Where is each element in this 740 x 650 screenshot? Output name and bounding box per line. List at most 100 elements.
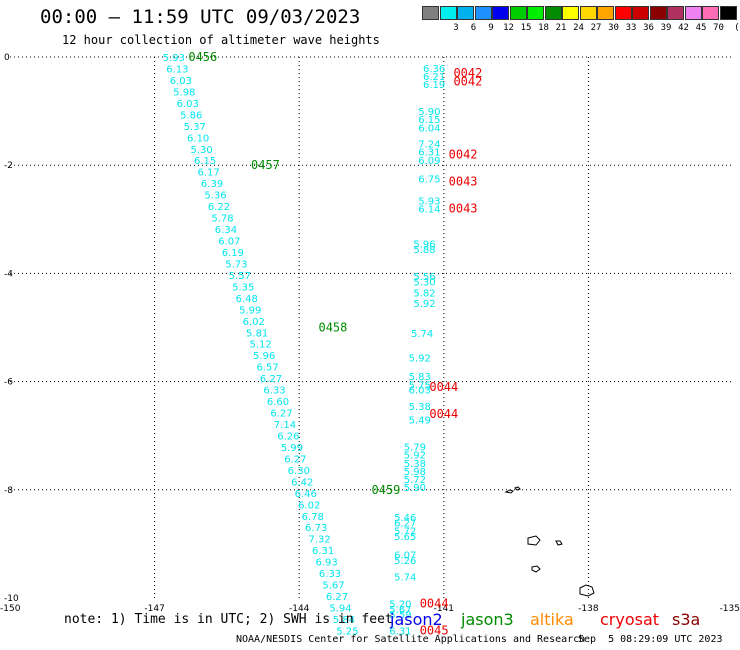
swh-value: 6.19 xyxy=(222,248,244,259)
swh-value: 5.67 xyxy=(389,605,411,616)
legend-swatch xyxy=(667,6,684,20)
time-label: 0044 xyxy=(420,596,449,610)
swh-value: 5.74 xyxy=(394,572,416,583)
swh-value: 6.04 xyxy=(418,123,440,134)
swh-value: 5.30 xyxy=(191,145,213,156)
swh-value: 5.38 xyxy=(404,459,426,470)
swh-value: 6.26 xyxy=(277,431,299,442)
swh-value: 6.46 xyxy=(295,489,317,500)
page-subtitle: 12 hour collection of altimeter wave hei… xyxy=(62,33,380,47)
legend-label: 24 xyxy=(573,23,584,33)
swh-value: 6.93 xyxy=(315,558,337,569)
swh-value: 5.56 xyxy=(413,272,435,283)
time-label: 0456 xyxy=(188,50,217,64)
mission-cryosat: cryosat xyxy=(600,610,660,629)
swh-value: 5.73 xyxy=(225,259,247,270)
mission-jason2: jason2 xyxy=(390,610,443,629)
legend-label: 12 xyxy=(503,23,514,33)
swh-value: 7.14 xyxy=(274,420,296,431)
page-title: 00:00 – 11:59 UTC 09/03/2023 xyxy=(40,6,361,28)
timestamp-text: Sep 5 08:29:09 UTC 2023 xyxy=(578,634,723,645)
legend-swatch xyxy=(509,6,527,20)
legend-label: 6 xyxy=(470,23,477,33)
swh-value: 5.49 xyxy=(409,415,431,426)
legend-swatch xyxy=(632,6,649,20)
swh-value: 6.34 xyxy=(215,225,237,236)
mission-s3a: s3a xyxy=(672,610,701,629)
swh-value: 5.92 xyxy=(409,353,431,364)
y-tick-label: 0 xyxy=(4,53,10,63)
island-outline xyxy=(579,584,595,597)
swh-value: 6.15 xyxy=(194,156,216,167)
mission-altika: altika xyxy=(530,610,574,629)
legend-swatch xyxy=(422,6,439,20)
swh-value: 6.02 xyxy=(298,500,320,511)
legend-swatch xyxy=(597,6,614,20)
swh-value: 6.27 xyxy=(260,374,282,385)
swh-value: 5.94 xyxy=(329,604,351,615)
swh-value: 5.96 xyxy=(413,240,435,251)
swh-value: 6.31 xyxy=(389,626,411,637)
swh-value: 5.99 xyxy=(281,443,303,454)
swh-value: 5.65 xyxy=(394,532,416,543)
swh-value: 6.19 xyxy=(423,80,445,91)
legend-swatch xyxy=(719,6,737,20)
swh-value: 6.27 xyxy=(270,409,292,420)
time-label: 0045 xyxy=(420,623,449,637)
swh-value: 6.22 xyxy=(208,202,230,213)
swh-value: 5.37 xyxy=(184,122,206,133)
swh-value: 5.75 xyxy=(409,380,431,391)
swh-value: 5.35 xyxy=(232,282,254,293)
y-tick-label: -8 xyxy=(4,486,13,496)
swh-value: 5.79 xyxy=(404,443,426,454)
swh-value: 5.25 xyxy=(336,626,358,637)
swh-value: 5.46 xyxy=(394,513,416,524)
swh-value: 5.67 xyxy=(322,581,344,592)
swh-value: 5.93 xyxy=(418,196,440,207)
swh-value: 5.99 xyxy=(239,305,261,316)
x-tick-label: -144 xyxy=(289,604,310,614)
swh-value: 5.92 xyxy=(404,451,426,462)
swh-value: 7.32 xyxy=(309,535,331,546)
legend-swatch xyxy=(579,6,597,20)
swh-value: 6.15 xyxy=(418,115,440,126)
swh-value: 6.30 xyxy=(288,466,310,477)
legend-swatch xyxy=(474,6,492,20)
swh-value: 6.73 xyxy=(305,523,327,534)
legend-swatch xyxy=(702,6,719,20)
swh-value: 6.03 xyxy=(409,386,431,397)
legend-label: 70 xyxy=(713,23,724,33)
swh-value: 6.13 xyxy=(166,64,188,75)
swh-value: 5.98 xyxy=(404,467,426,478)
legend-swatch xyxy=(562,6,579,20)
legend-swatch xyxy=(544,6,562,20)
swh-value: 5.57 xyxy=(229,271,251,282)
time-label: 0457 xyxy=(251,158,280,172)
time-label: 0043 xyxy=(449,201,478,215)
legend-label: 18 xyxy=(538,23,549,33)
y-tick-label: -10 xyxy=(4,594,19,604)
swh-value: 6.02 xyxy=(243,317,265,328)
legend-swatch xyxy=(439,6,457,20)
swh-value: 5.20 xyxy=(389,599,411,610)
swh-value: 6.21 xyxy=(423,72,445,83)
credit-text: NOAA/NESDIS Center for Satellite Applica… xyxy=(236,634,586,645)
swh-value: 6.48 xyxy=(236,294,258,305)
swh-value: 6.27 xyxy=(394,518,416,529)
swh-value: 5.82 xyxy=(413,288,435,299)
time-label: 0042 xyxy=(453,74,482,88)
time-label: 0042 xyxy=(449,147,478,161)
y-tick-label: -4 xyxy=(4,269,13,279)
legend-swatch xyxy=(492,6,509,20)
swh-value: 5.38 xyxy=(409,402,431,413)
time-label: 0043 xyxy=(449,174,478,188)
swh-value: 5.74 xyxy=(411,329,433,340)
swh-value: 5.59 xyxy=(389,610,411,621)
swh-value: 6.33 xyxy=(263,386,285,397)
swh-value: 5.72 xyxy=(404,475,426,486)
time-label: 0459 xyxy=(372,483,401,497)
swh-value: 5.98 xyxy=(173,87,195,98)
time-label: 0458 xyxy=(318,321,347,335)
swh-value: 5.92 xyxy=(413,299,435,310)
